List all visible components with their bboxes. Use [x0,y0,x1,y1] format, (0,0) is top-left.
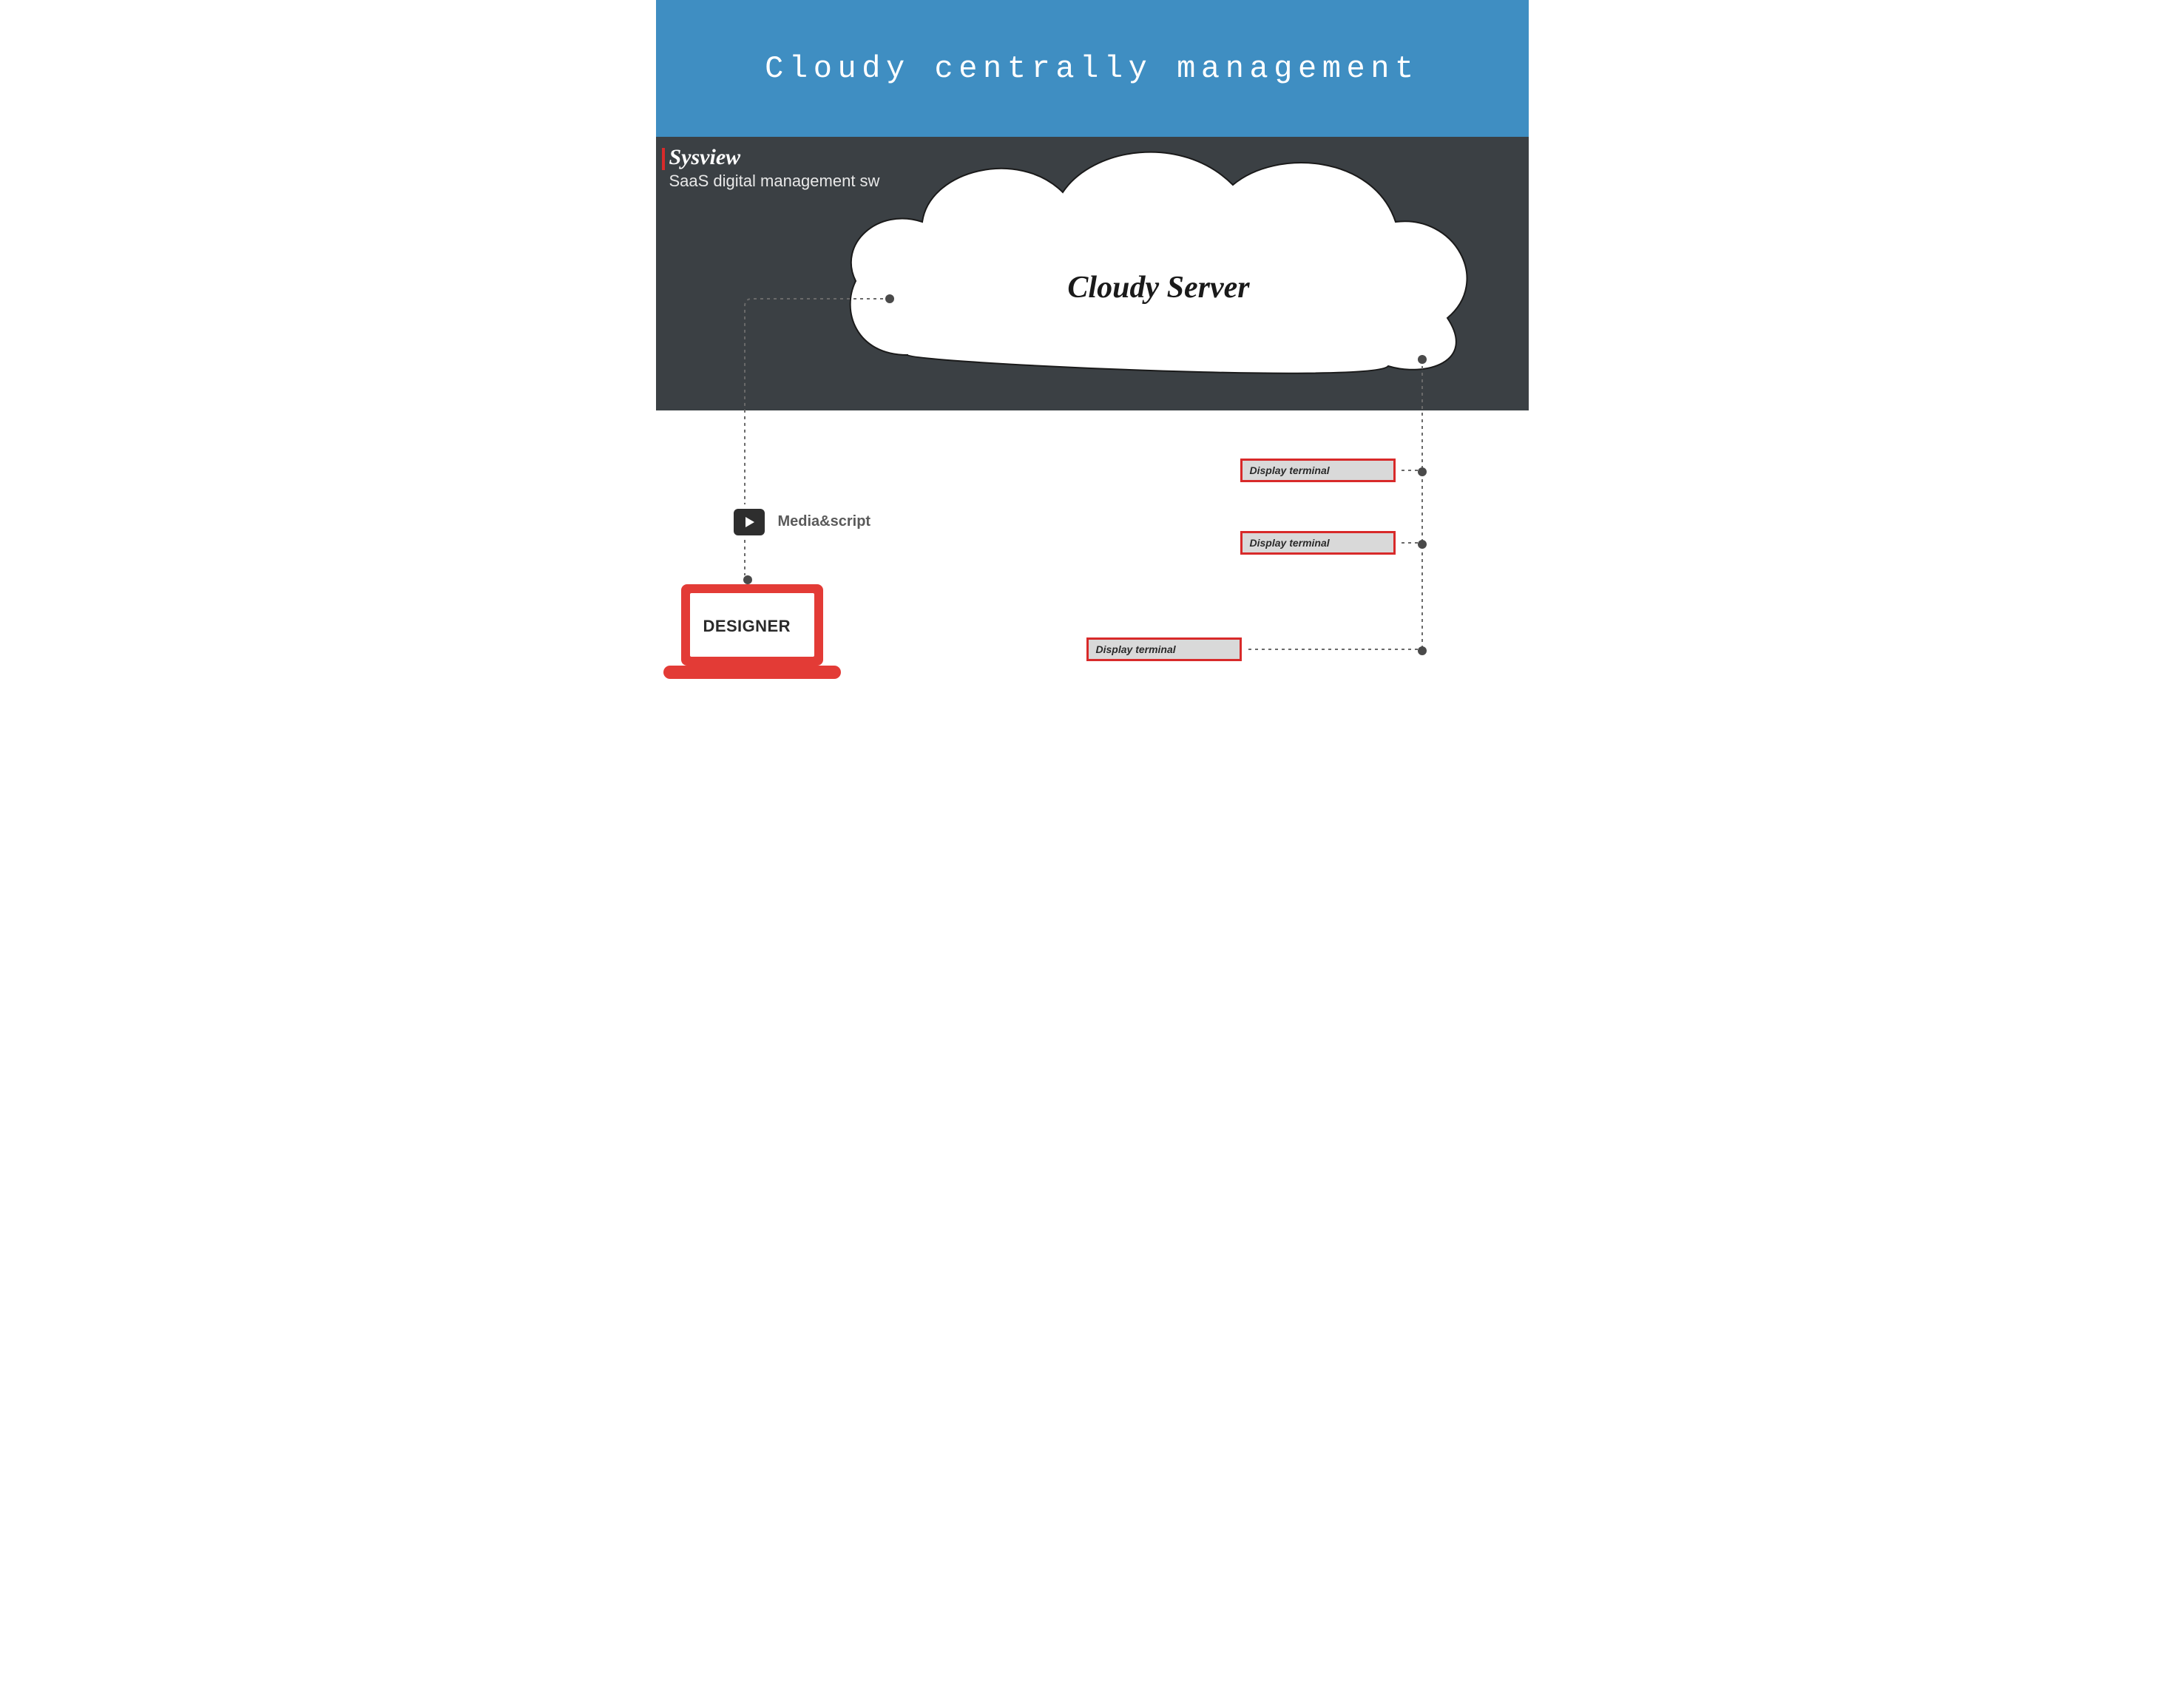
cloud-label: Cloudy Server [974,270,1344,305]
media-label: Media&script [778,513,871,530]
diagram-canvas: Cloudy centrally management Sysview SaaS… [656,0,1529,679]
play-icon [734,509,765,535]
connector-dot [743,575,752,584]
connector-dot [1418,646,1427,655]
header-band: Cloudy centrally management [656,0,1529,137]
cloud-path [850,152,1467,373]
brand-block: Sysview SaaS digital management sw [662,145,839,191]
connector-dot [1418,540,1427,549]
connector-dot [1418,467,1427,476]
display-terminal-box: Display terminal [1086,637,1242,661]
brand-name: Sysview [662,145,839,170]
connector-dot [1418,355,1427,364]
display-terminal-box: Display terminal [1240,459,1396,482]
laptop-label: DESIGNER [703,617,791,636]
page-title: Cloudy centrally management [765,51,1419,87]
cloud-icon [841,141,1477,392]
laptop-base [663,666,841,679]
connector-dot [885,294,894,303]
display-terminal-box: Display terminal [1240,531,1396,555]
brand-subtitle: SaaS digital management sw [662,172,839,191]
laptop-icon: DESIGNER [663,584,841,679]
brand-accent-bar [662,148,665,170]
